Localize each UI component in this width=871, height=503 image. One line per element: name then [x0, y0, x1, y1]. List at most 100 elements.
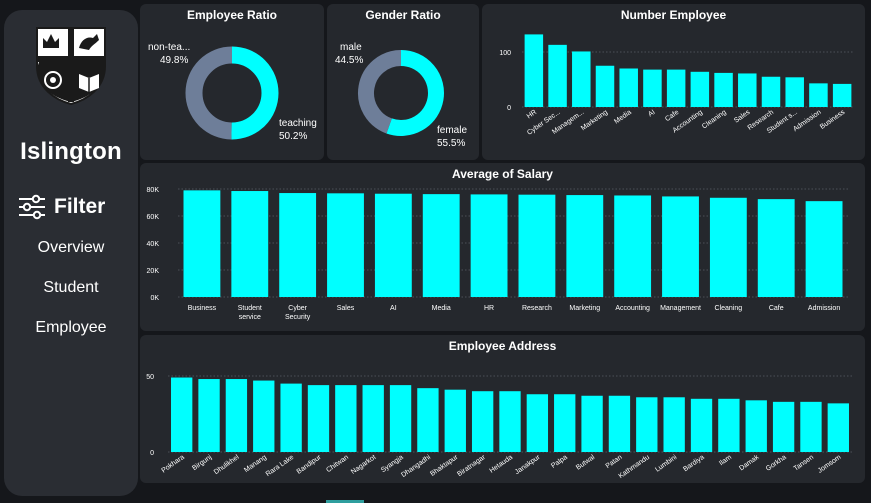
- x-tick-label: Birgunj: [191, 454, 213, 472]
- donut-slice-female[interactable]: [386, 50, 444, 136]
- bar-rara-lake[interactable]: [280, 383, 302, 452]
- x-tick-label: Media: [432, 305, 451, 312]
- x-tick-label: Business: [819, 109, 847, 131]
- bar-tansen[interactable]: [800, 401, 822, 452]
- bar-bardiya[interactable]: [690, 398, 713, 452]
- bar-ai[interactable]: [643, 69, 662, 107]
- bar-manang[interactable]: [253, 380, 275, 452]
- filter-button[interactable]: Filter: [17, 194, 105, 220]
- x-tick-label: Ilam: [718, 454, 733, 467]
- x-tick-label: Cafe: [664, 109, 680, 123]
- sidebar: Islington Filter Overview Student Employ…: [4, 10, 138, 496]
- bar-cafe[interactable]: [666, 69, 686, 107]
- x-tick-label: Dhulikhel: [213, 454, 241, 477]
- bar-ilam[interactable]: [718, 398, 740, 452]
- bar-cleaning[interactable]: [714, 72, 733, 107]
- bar-lumbini[interactable]: [663, 397, 685, 452]
- bar-birgunj[interactable]: [198, 379, 220, 452]
- bar-media[interactable]: [422, 194, 460, 297]
- gender-ratio-donut: male 44.5% female 55.5%: [335, 42, 467, 149]
- x-tick-label: Management: [660, 305, 701, 312]
- y-tick-label: 0: [150, 450, 154, 457]
- x-tick-label: Sales: [337, 305, 355, 312]
- slice-pct-teaching: 50.2%: [279, 131, 307, 142]
- x-tick-label: Marketing: [569, 305, 600, 312]
- x-tick-label: Bardiya: [682, 454, 706, 473]
- bar-kathmandu[interactable]: [636, 397, 658, 452]
- x-tick-label: Bhaktapur: [429, 454, 460, 478]
- bar-hetauda[interactable]: [499, 391, 521, 452]
- bar-butwal[interactable]: [581, 395, 603, 452]
- x-tick-label: Security: [285, 314, 311, 321]
- y-tick-label: 50: [146, 374, 154, 381]
- bar-bhaktapur[interactable]: [444, 389, 466, 452]
- bar-nagarkot[interactable]: [362, 385, 384, 452]
- bar-patan[interactable]: [608, 395, 631, 452]
- bar-cleaning[interactable]: [709, 197, 747, 297]
- bar-bandipur[interactable]: [307, 385, 330, 452]
- slice-label-teaching: teaching: [279, 118, 317, 129]
- gender-ratio-card: Gender Ratio male 44.5% female 55.5%: [327, 4, 479, 160]
- bar-cyber-sec[interactable]: [548, 44, 567, 107]
- bar-dhangadhi[interactable]: [417, 388, 439, 452]
- x-tick-label: Manang: [243, 454, 268, 474]
- bar-media[interactable]: [619, 68, 638, 108]
- x-tick-label: Kathmandu: [618, 454, 651, 480]
- bar-admission[interactable]: [809, 83, 828, 107]
- bar-ai[interactable]: [374, 193, 412, 297]
- bar-student-s[interactable]: [785, 77, 804, 107]
- slice-label-male: male: [340, 42, 362, 53]
- bar-business[interactable]: [183, 190, 221, 297]
- bar-pokhara[interactable]: [171, 377, 193, 452]
- bar-admission[interactable]: [805, 201, 843, 297]
- bar-sales[interactable]: [327, 193, 364, 297]
- x-tick-label: Butwal: [575, 454, 597, 472]
- employee-ratio-donut: non-tea... 49.8% teaching 50.2%: [148, 42, 317, 142]
- bar-biratnagar[interactable]: [471, 391, 494, 452]
- bar-marketing[interactable]: [566, 195, 604, 297]
- bar-syangja[interactable]: [389, 385, 412, 452]
- bar-student-service[interactable]: [231, 191, 269, 297]
- donut-slice-male[interactable]: [358, 50, 402, 134]
- bar-accounting[interactable]: [614, 195, 652, 297]
- bar-dhulikhel[interactable]: [225, 379, 248, 452]
- bar-business[interactable]: [832, 83, 852, 107]
- bar-cafe[interactable]: [757, 199, 795, 297]
- bar-palpa[interactable]: [554, 394, 576, 452]
- bar-managem[interactable]: [572, 51, 591, 107]
- employee-ratio-title: Employee Ratio: [186, 8, 278, 22]
- x-tick-label: AI: [647, 109, 656, 119]
- number-employee-title: Number Employee: [620, 8, 727, 22]
- donut-slice-non-tea[interactable]: [185, 46, 233, 140]
- bar-accounting[interactable]: [690, 71, 710, 107]
- x-tick-label: Rara Lake: [265, 454, 296, 478]
- bar-sales[interactable]: [738, 73, 757, 107]
- nav-employee[interactable]: Employee: [35, 319, 107, 336]
- x-tick-label: AI: [390, 305, 397, 312]
- bar-chitwan[interactable]: [335, 385, 357, 452]
- bar-cyber-security[interactable]: [279, 193, 317, 297]
- bar-janakpur[interactable]: [526, 394, 549, 452]
- bar-damak[interactable]: [745, 400, 767, 452]
- bar-hr[interactable]: [470, 194, 508, 297]
- bar-gorkha[interactable]: [772, 401, 795, 452]
- employee-address-title: Employee Address: [448, 339, 557, 353]
- slice-label-non-teaching: non-tea...: [148, 42, 190, 53]
- nav-student[interactable]: Student: [43, 279, 99, 296]
- x-tick-label: Cafe: [769, 305, 784, 312]
- slice-pct-non-teaching: 49.8%: [160, 55, 188, 66]
- x-tick-label: Pokhara: [160, 454, 185, 475]
- bar-management[interactable]: [662, 196, 699, 297]
- bar-jomsom[interactable]: [827, 403, 849, 452]
- x-tick-label: Marketing: [580, 109, 609, 132]
- y-tick-label: 0K: [150, 295, 159, 302]
- bar-marketing[interactable]: [595, 65, 615, 107]
- x-tick-label: Bandipur: [296, 454, 324, 476]
- bar-research[interactable]: [761, 76, 781, 107]
- page-tab-indicator[interactable]: [326, 500, 364, 503]
- nav-overview[interactable]: Overview: [37, 239, 105, 256]
- bar-hr[interactable]: [524, 34, 544, 107]
- donut-slice-teaching[interactable]: [231, 46, 279, 140]
- bar-research[interactable]: [518, 194, 556, 297]
- average-salary-card: Average of Salary 0K 20K 40K 60K 80K Business…: [140, 163, 865, 331]
